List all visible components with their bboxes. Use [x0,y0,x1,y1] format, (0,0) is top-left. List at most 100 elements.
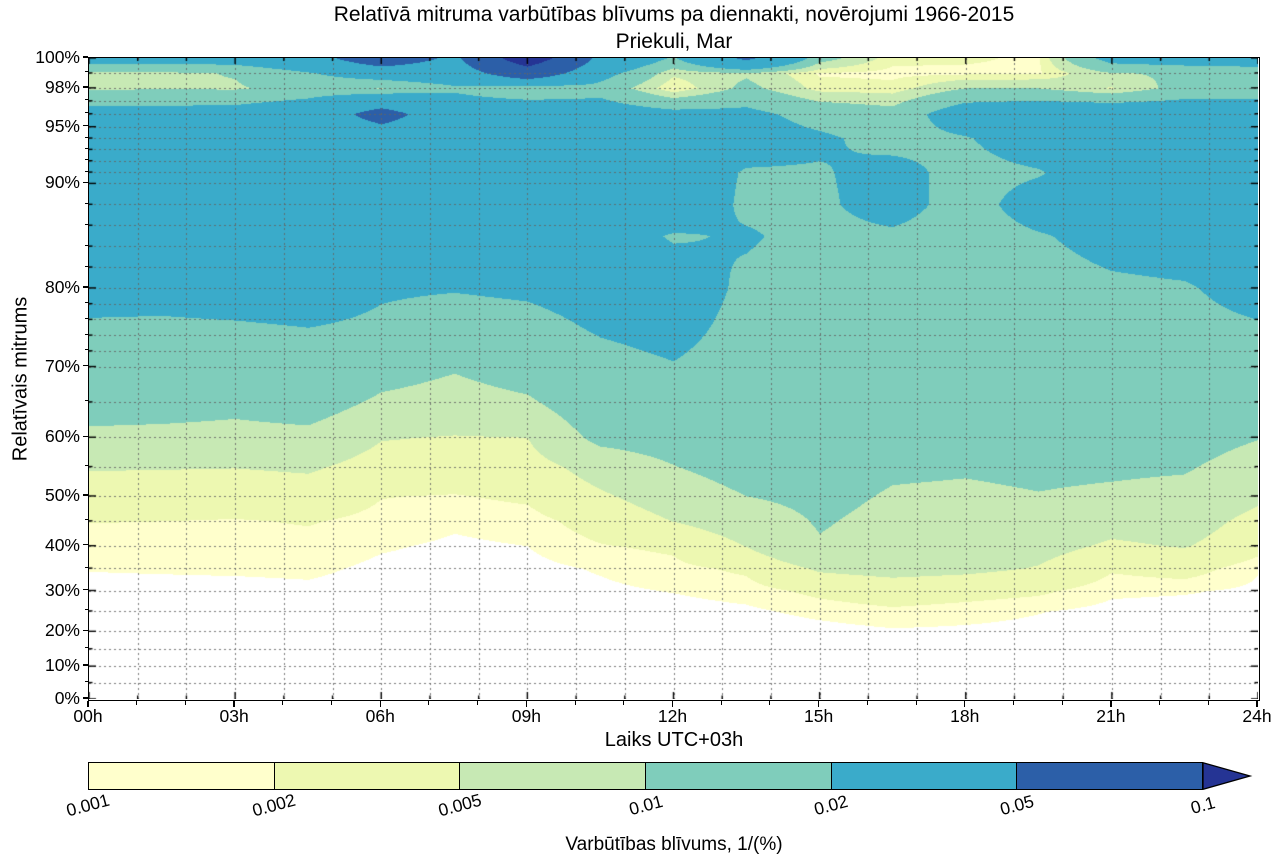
colorbar-tick-label: 0.005 [435,789,484,821]
y-minor-tick-mark [85,265,88,267]
y-minor-tick-mark [85,244,88,246]
x-tick-mark [233,701,235,707]
plot-area [88,57,1260,701]
colorbar-segment-0 [89,763,274,789]
y-tick-mark [83,697,88,699]
colorbar-segment-5 [1016,763,1203,789]
y-minor-tick-mark [85,609,88,611]
y-minor-tick-mark [85,465,88,467]
x-tick-mark [1110,701,1112,707]
x-tick-label: 09h [511,706,541,726]
x-tick-label: 03h [219,706,249,726]
x-minor-tick-mark [623,701,625,705]
y-minor-tick-mark [85,566,88,568]
y-tick-label: 95% [44,115,80,136]
y-minor-tick-mark [85,647,88,649]
colorbar-segment-1 [273,763,460,789]
x-minor-tick-mark [136,701,138,705]
colorbar-segment-3 [645,763,831,789]
colorbar-tick-label: 0.001 [64,789,112,821]
colorbar-segment-2 [459,763,646,789]
x-axis-label: Laiks UTC+03h [604,729,744,751]
x-minor-tick-mark [282,701,284,705]
colorbar-tick-label: 0.05 [997,790,1037,820]
y-tick-mark [83,494,88,496]
y-minor-tick-mark [85,136,88,138]
y-minor-tick-mark [85,71,88,73]
y-tick-mark [83,588,88,591]
x-minor-tick-mark [331,701,333,705]
x-tick-mark [817,701,820,707]
y-minor-tick-mark [85,519,88,521]
y-minor-tick-mark [85,400,88,402]
x-minor-tick-mark [574,701,576,705]
x-tick-mark [87,701,89,707]
y-tick-label: 80% [44,276,80,297]
x-minor-tick-mark [1159,701,1161,705]
colorbar-overflow-arrow [1203,762,1253,790]
y-tick-label: 50% [44,484,80,505]
y-tick-mark [83,56,88,58]
colorbar-tick-label: 0.01 [626,790,665,820]
x-tick-label: 15h [804,706,834,726]
y-tick-label: 100% [35,47,80,67]
y-tick-mark [83,364,88,367]
x-minor-tick-mark [428,701,430,705]
x-tick-label: 00h [73,706,103,726]
x-tick-mark [671,701,674,707]
y-minor-tick-mark [85,202,88,204]
x-minor-tick-mark [866,701,868,705]
x-minor-tick-mark [1207,701,1209,705]
colorbar-tick-label: 0.002 [249,789,298,821]
y-tick-label: 70% [44,355,80,376]
x-tick-mark [525,701,528,707]
x-tick-label: 24h [1242,706,1272,726]
y-tick-mark [83,86,88,88]
x-minor-tick-mark [477,701,479,705]
y-tick-mark [83,629,88,631]
y-minor-tick-mark [85,302,88,304]
y-tick-mark [83,124,88,127]
x-tick-mark [964,701,966,707]
x-minor-tick-mark [769,701,771,705]
contour-canvas [89,58,1258,699]
x-minor-tick-mark [1061,701,1063,705]
y-tick-mark [83,435,88,437]
y-minor-tick-mark [85,159,88,161]
y-minor-tick-mark [85,112,88,114]
colorbar [88,762,1203,790]
x-tick-mark [1256,701,1258,707]
x-minor-tick-mark [1012,701,1014,705]
chart-subtitle: Priekuli, Mar [615,30,733,53]
y-tick-label: 0% [54,688,80,708]
colorbar-axis-label: Varbūtības blīvums, 1/(%) [565,834,783,855]
x-tick-label: 12h [657,706,688,726]
colorbar-segment-4 [830,763,1017,789]
x-minor-tick-mark [915,701,917,705]
colorbar-tick-label: 0.02 [812,790,851,820]
y-tick-mark [83,286,88,288]
x-tick-label: 06h [365,706,395,726]
y-minor-tick-mark [85,681,88,683]
y-tick-label: 40% [44,534,80,555]
y-minor-tick-mark [85,147,88,149]
y-tick-mark [83,664,88,666]
y-tick-mark [83,544,88,546]
y-tick-label: 98% [44,76,80,97]
x-minor-tick-mark [184,701,186,705]
y-tick-label: 60% [44,426,80,447]
y-tick-label: 10% [44,655,80,676]
x-minor-tick-mark [720,701,722,705]
chart-title: Relatīvā mitruma varbūtības blīvums pa d… [333,3,1015,26]
y-minor-tick-mark [85,317,88,319]
y-tick-label: 30% [44,579,80,600]
y-minor-tick-mark [85,349,88,351]
x-tick-label: 21h [1096,706,1126,726]
y-minor-tick-mark [85,99,88,101]
y-tick-mark [83,181,88,184]
y-minor-tick-mark [85,170,88,172]
colorbar-tick-label: 0.1 [1188,792,1218,818]
x-tick-label: 18h [950,706,980,726]
y-tick-label: 20% [44,620,80,641]
